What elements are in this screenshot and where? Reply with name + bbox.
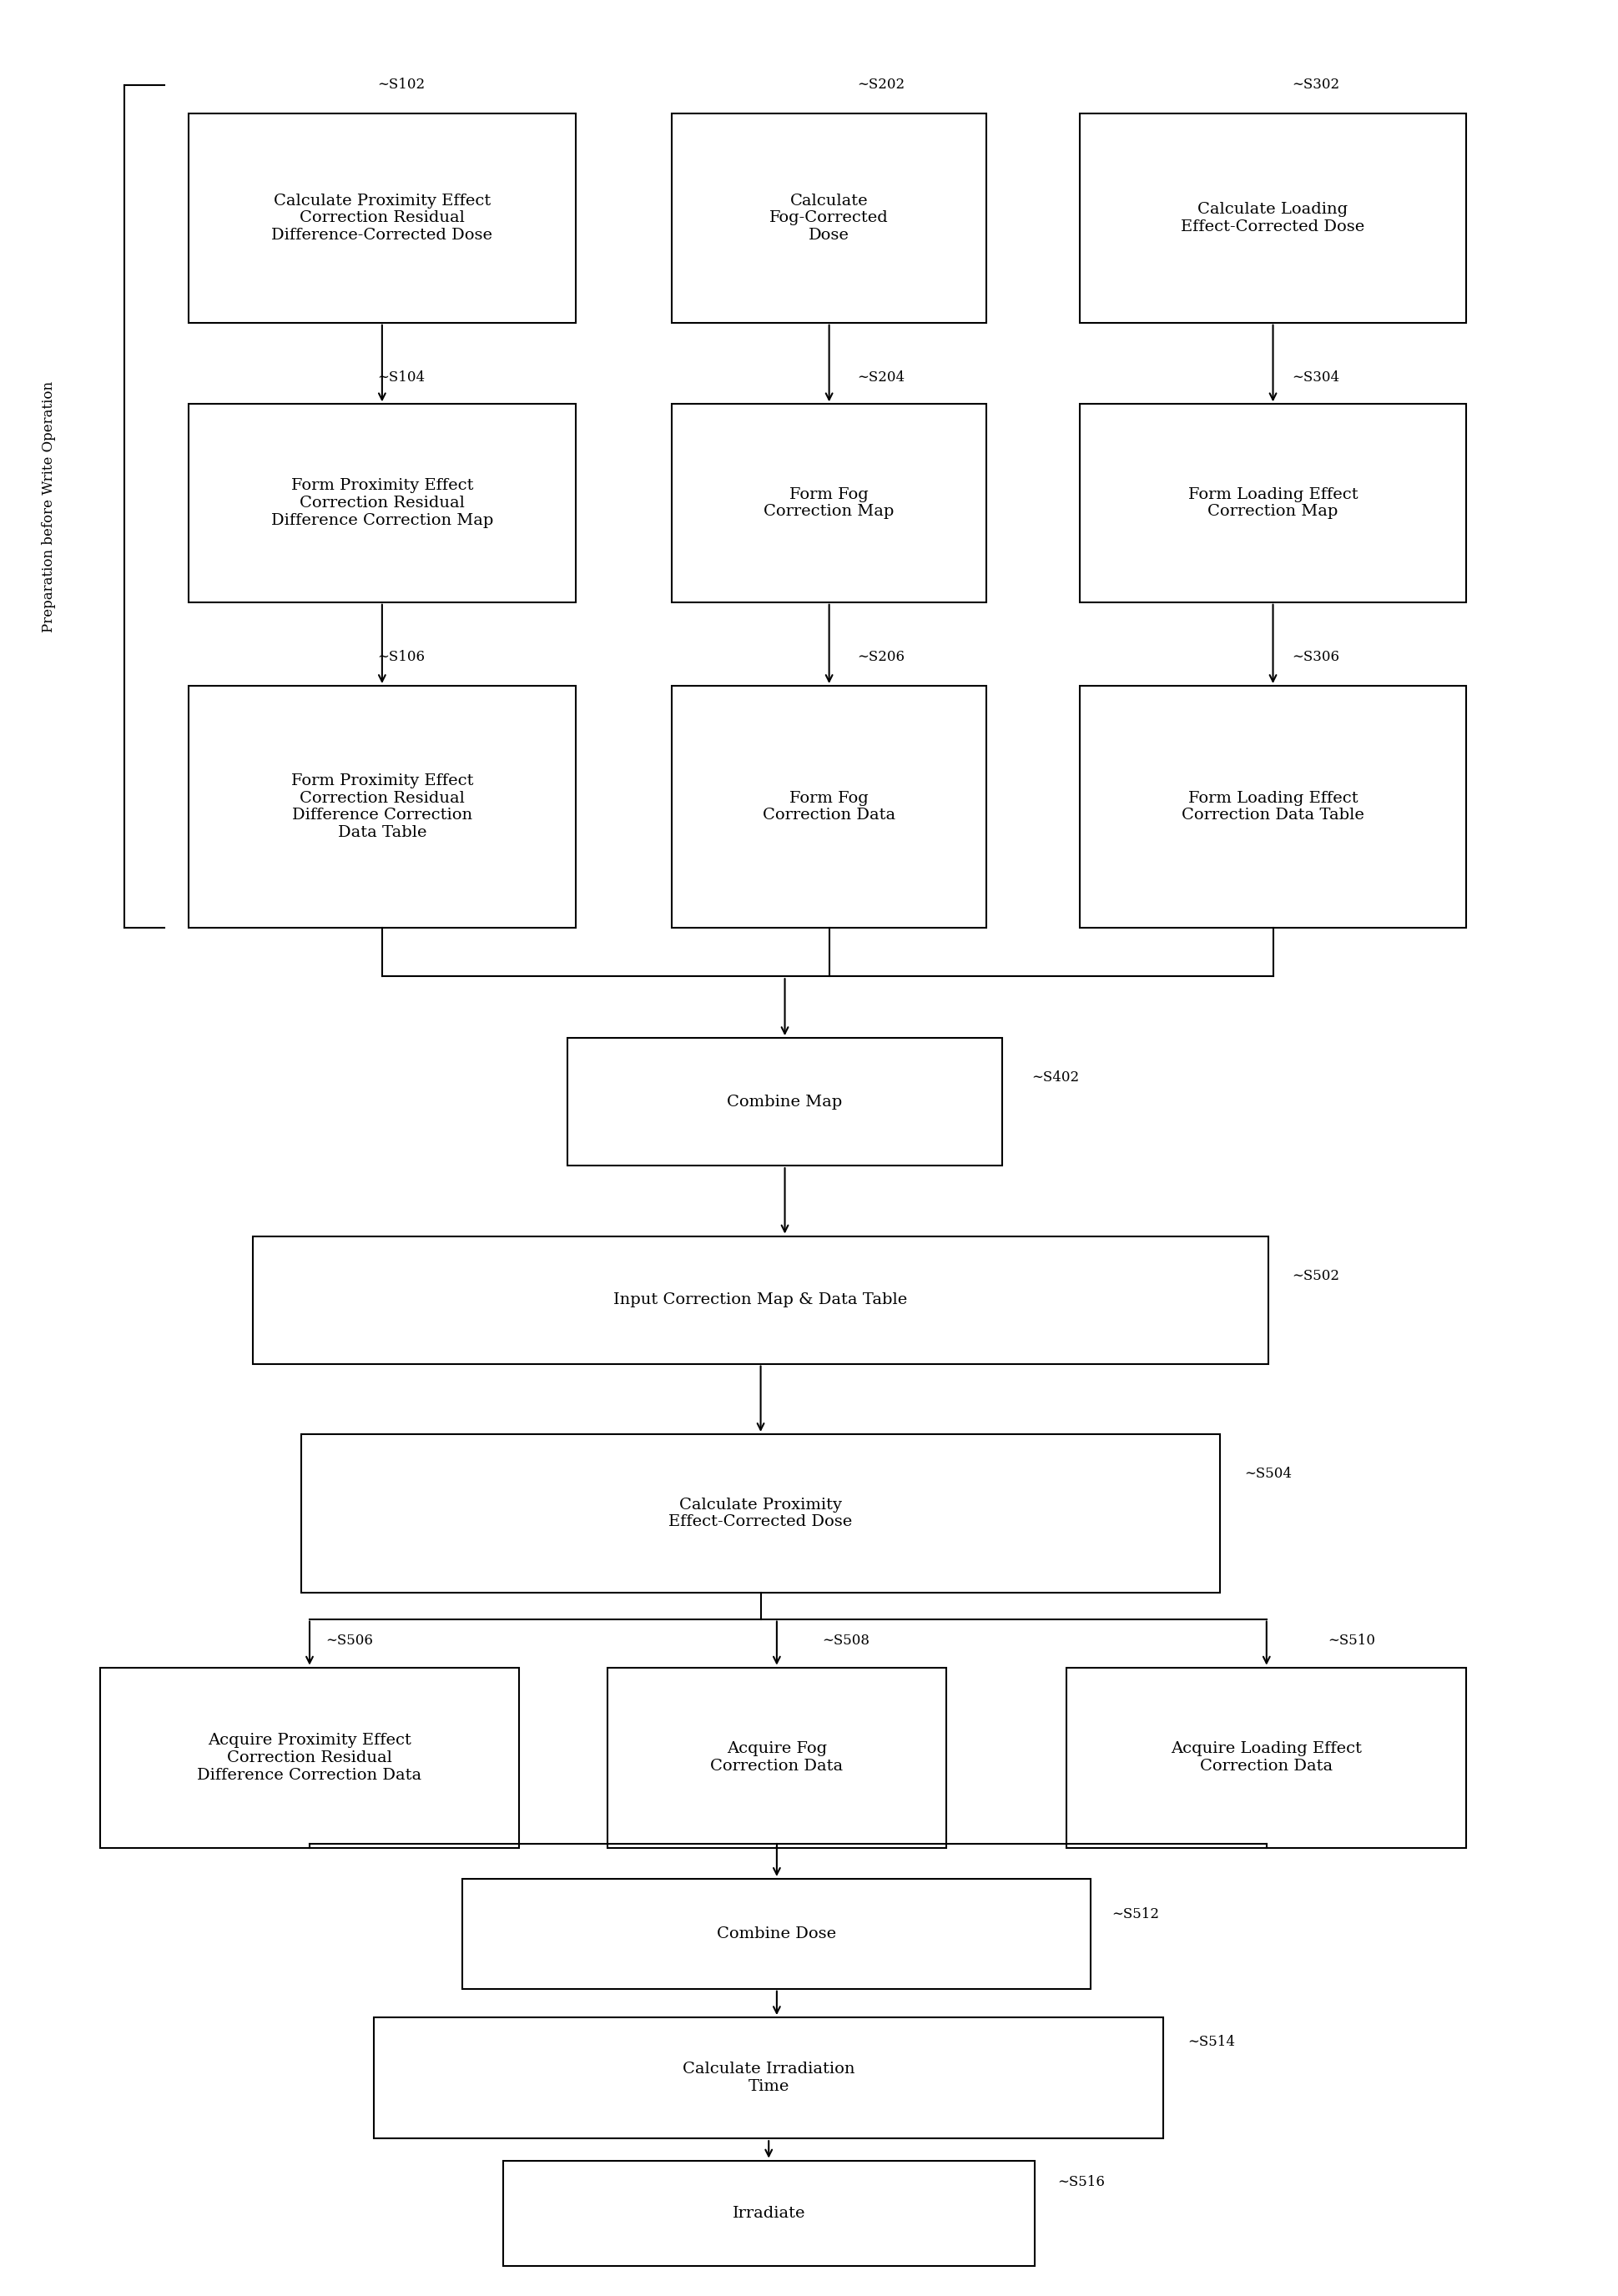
Text: Input Correction Map & Data Table: Input Correction Map & Data Table: [613, 1293, 908, 1306]
Text: Calculate Loading
Effect-Corrected Dose: Calculate Loading Effect-Corrected Dose: [1181, 202, 1366, 234]
FancyBboxPatch shape: [189, 404, 576, 602]
FancyBboxPatch shape: [252, 1235, 1269, 1364]
Text: Form Fog
Correction Data: Form Fog Correction Data: [762, 790, 895, 822]
FancyBboxPatch shape: [671, 687, 987, 928]
Text: ∼S512: ∼S512: [1112, 1908, 1160, 1922]
Text: Combine Dose: Combine Dose: [717, 1926, 837, 1942]
Text: ∼S204: ∼S204: [858, 370, 904, 386]
Text: ∼S502: ∼S502: [1293, 1270, 1340, 1283]
Text: Form Loading Effect
Correction Map: Form Loading Effect Correction Map: [1188, 487, 1358, 519]
Text: Form Loading Effect
Correction Data Table: Form Loading Effect Correction Data Tabl…: [1181, 790, 1364, 822]
Text: ∼S516: ∼S516: [1057, 2174, 1105, 2190]
FancyBboxPatch shape: [189, 687, 576, 928]
FancyBboxPatch shape: [1079, 113, 1466, 324]
Text: ∼S102: ∼S102: [377, 78, 426, 92]
Text: ∼S402: ∼S402: [1031, 1070, 1079, 1084]
FancyBboxPatch shape: [671, 113, 987, 324]
Text: Acquire Proximity Effect
Correction Residual
Difference Correction Data: Acquire Proximity Effect Correction Resi…: [197, 1733, 422, 1782]
Text: Calculate Proximity Effect
Correction Residual
Difference-Corrected Dose: Calculate Proximity Effect Correction Re…: [272, 193, 492, 243]
Text: ∼S508: ∼S508: [822, 1635, 869, 1649]
Text: ∼S306: ∼S306: [1293, 650, 1340, 664]
Text: Combine Map: Combine Map: [726, 1095, 843, 1109]
FancyBboxPatch shape: [1079, 687, 1466, 928]
Text: Calculate
Fog-Corrected
Dose: Calculate Fog-Corrected Dose: [770, 193, 888, 243]
FancyBboxPatch shape: [608, 1667, 947, 1848]
FancyBboxPatch shape: [100, 1667, 519, 1848]
FancyBboxPatch shape: [463, 1878, 1091, 1988]
Text: ∼S202: ∼S202: [858, 78, 904, 92]
FancyBboxPatch shape: [189, 113, 576, 324]
Text: Form Fog
Correction Map: Form Fog Correction Map: [764, 487, 895, 519]
FancyBboxPatch shape: [503, 2161, 1034, 2266]
Text: Acquire Loading Effect
Correction Data: Acquire Loading Effect Correction Data: [1171, 1740, 1362, 1775]
Text: Preparation before Write Operation: Preparation before Write Operation: [42, 381, 55, 631]
FancyBboxPatch shape: [568, 1038, 1002, 1166]
Text: ∼S504: ∼S504: [1244, 1467, 1291, 1481]
FancyBboxPatch shape: [301, 1435, 1220, 1593]
Text: Form Proximity Effect
Correction Residual
Difference Correction
Data Table: Form Proximity Effect Correction Residua…: [291, 774, 472, 840]
FancyBboxPatch shape: [671, 404, 987, 602]
Text: ∼S206: ∼S206: [858, 650, 904, 664]
Text: ∼S514: ∼S514: [1188, 2034, 1235, 2048]
Text: Form Proximity Effect
Correction Residual
Difference Correction Map: Form Proximity Effect Correction Residua…: [270, 478, 493, 528]
Text: Irradiate: Irradiate: [733, 2206, 806, 2220]
Text: Acquire Fog
Correction Data: Acquire Fog Correction Data: [710, 1740, 843, 1775]
Text: ∼S506: ∼S506: [325, 1635, 374, 1649]
Text: ∼S106: ∼S106: [377, 650, 426, 664]
Text: ∼S104: ∼S104: [377, 370, 426, 386]
Text: Calculate Irradiation
Time: Calculate Irradiation Time: [683, 2062, 854, 2094]
Text: Calculate Proximity
Effect-Corrected Dose: Calculate Proximity Effect-Corrected Dos…: [668, 1497, 853, 1529]
Text: ∼S304: ∼S304: [1293, 370, 1340, 386]
Text: ∼S302: ∼S302: [1293, 78, 1340, 92]
Text: ∼S510: ∼S510: [1328, 1635, 1375, 1649]
FancyBboxPatch shape: [1079, 404, 1466, 602]
FancyBboxPatch shape: [374, 2018, 1163, 2138]
FancyBboxPatch shape: [1066, 1667, 1466, 1848]
